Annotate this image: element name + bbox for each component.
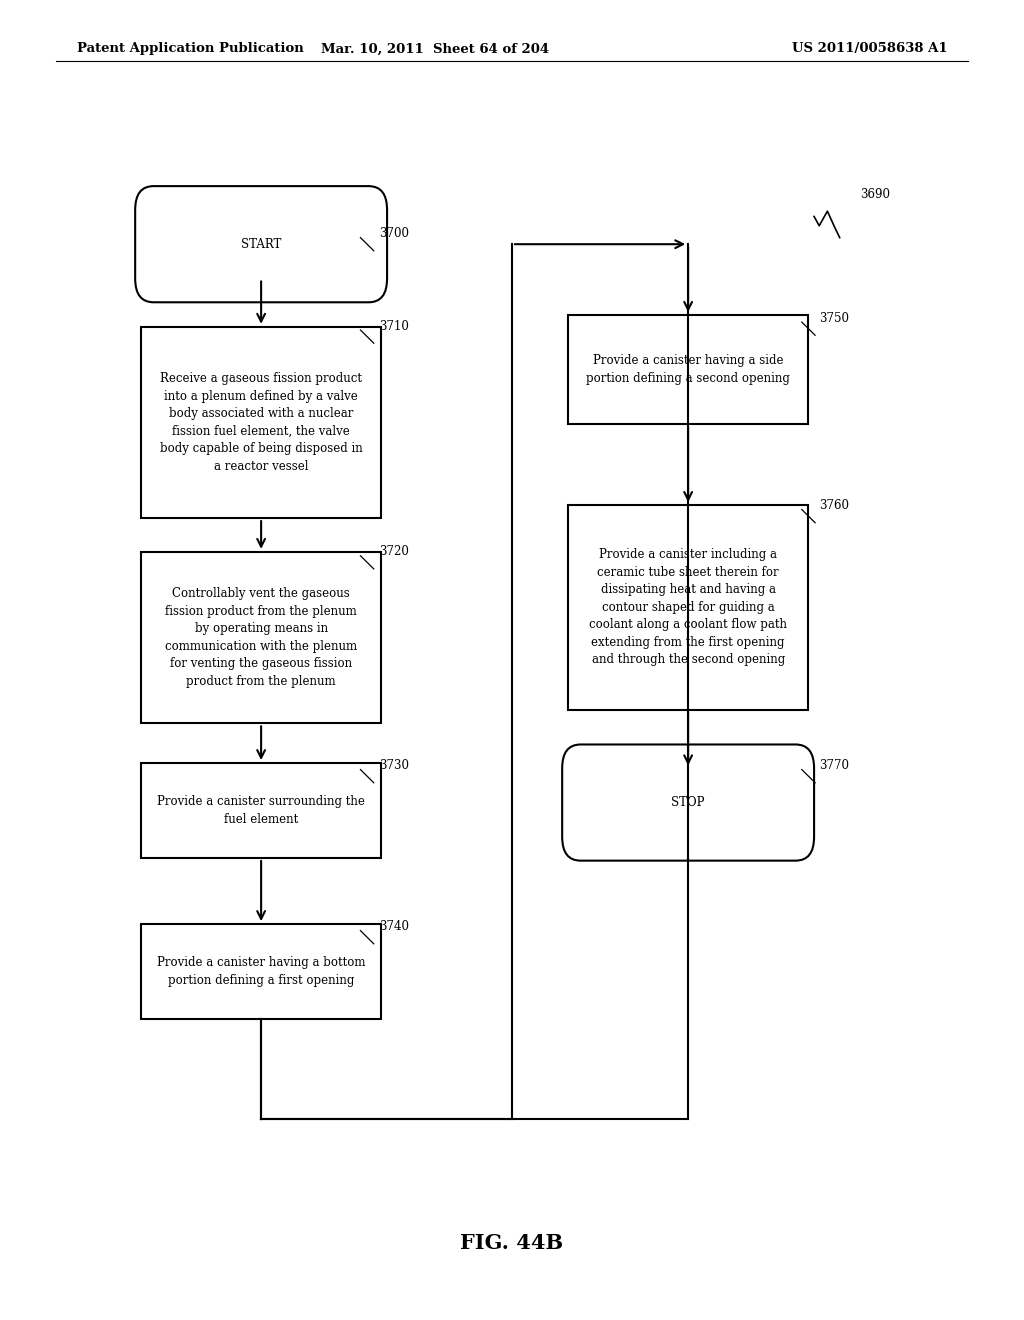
Text: 3750: 3750 bbox=[819, 312, 849, 325]
Text: Provide a canister surrounding the
fuel element: Provide a canister surrounding the fuel … bbox=[157, 795, 366, 826]
Text: 3710: 3710 bbox=[379, 319, 409, 333]
Text: 3770: 3770 bbox=[819, 759, 849, 772]
Bar bbox=[141, 763, 381, 858]
Text: Provide a canister including a
ceramic tube sheet therein for
dissipating heat a: Provide a canister including a ceramic t… bbox=[589, 548, 787, 667]
Text: 3700: 3700 bbox=[379, 227, 409, 240]
Text: Patent Application Publication: Patent Application Publication bbox=[77, 42, 303, 55]
Text: 3690: 3690 bbox=[860, 187, 890, 201]
FancyBboxPatch shape bbox=[135, 186, 387, 302]
Bar bbox=[567, 504, 809, 710]
Bar bbox=[141, 552, 381, 723]
Text: Provide a canister having a side
portion defining a second opening: Provide a canister having a side portion… bbox=[586, 354, 791, 385]
Text: START: START bbox=[241, 238, 282, 251]
Bar bbox=[141, 326, 381, 517]
Text: 3720: 3720 bbox=[379, 545, 409, 558]
Bar bbox=[567, 315, 809, 425]
Text: Receive a gaseous fission product
into a plenum defined by a valve
body associat: Receive a gaseous fission product into a… bbox=[160, 372, 362, 473]
Text: FIG. 44B: FIG. 44B bbox=[461, 1233, 563, 1254]
Text: 3760: 3760 bbox=[819, 499, 849, 512]
Text: 3740: 3740 bbox=[379, 920, 409, 933]
Text: Controllably vent the gaseous
fission product from the plenum
by operating means: Controllably vent the gaseous fission pr… bbox=[165, 587, 357, 688]
FancyBboxPatch shape bbox=[562, 744, 814, 861]
Text: US 2011/0058638 A1: US 2011/0058638 A1 bbox=[792, 42, 947, 55]
Text: Mar. 10, 2011  Sheet 64 of 204: Mar. 10, 2011 Sheet 64 of 204 bbox=[322, 42, 549, 55]
Text: STOP: STOP bbox=[672, 796, 705, 809]
Text: Provide a canister having a bottom
portion defining a first opening: Provide a canister having a bottom porti… bbox=[157, 956, 366, 987]
Bar bbox=[141, 924, 381, 1019]
Text: 3730: 3730 bbox=[379, 759, 409, 772]
